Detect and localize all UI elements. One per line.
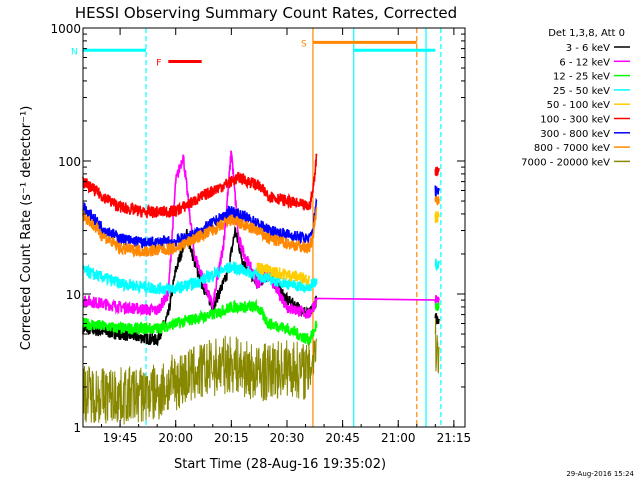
legend-entry-label: 25 - 50 keV — [553, 86, 610, 97]
x-tick-label: 20:30 — [270, 431, 305, 445]
y-tick-label: 1000 — [50, 22, 81, 36]
status-bar-label: F — [156, 58, 161, 68]
status-bar-label: S — [301, 39, 307, 49]
x-axis-label: Start Time (28-Aug-16 19:35:02) — [174, 457, 386, 472]
footer-timestamp: 29-Aug-2016 15:24 — [566, 470, 634, 478]
legend-entry-label: 50 - 100 keV — [547, 100, 611, 111]
x-tick-label: 20:00 — [158, 431, 193, 445]
y-tick-label: 100 — [58, 155, 81, 169]
legend: Det 1,3,8, Att 0 3 - 6 keV 6 - 12 keV 12 - … — [521, 28, 630, 168]
series-line — [82, 258, 440, 297]
y-tick-label: 1 — [73, 421, 81, 435]
y-tick-label: 10 — [66, 288, 81, 302]
legend-entry-label: 3 - 6 keV — [566, 43, 610, 54]
series-line — [82, 318, 440, 425]
status-bar-label: N — [71, 47, 78, 57]
chart-title: HESSI Observing Summary Count Rates, Cor… — [75, 4, 457, 22]
series-line — [82, 150, 440, 319]
series-line — [82, 298, 440, 346]
x-tick-label: 19:45 — [103, 431, 138, 445]
legend-entry-label: 12 - 25 keV — [553, 72, 610, 83]
y-axis-label: Corrected Count Rate (s⁻¹ detector⁻¹) — [19, 106, 34, 351]
x-tick-label: 21:00 — [381, 431, 416, 445]
legend-entry-label: 800 - 7000 keV — [534, 143, 610, 154]
legend-header: Det 1,3,8, Att 0 — [548, 28, 625, 39]
legend-entry-label: 300 - 800 keV — [540, 129, 610, 140]
legend-entry-label: 6 - 12 keV — [559, 57, 610, 68]
x-tick-label: 20:45 — [325, 431, 360, 445]
series-line — [82, 153, 440, 219]
legend-entry-label: 7000 - 20000 keV — [521, 157, 610, 168]
series-line — [82, 185, 440, 252]
x-tick-label: 21:15 — [437, 431, 472, 445]
series-line — [82, 196, 440, 259]
legend-entry-label: 100 - 300 keV — [540, 115, 610, 126]
x-tick-label: 20:15 — [214, 431, 249, 445]
series-line — [256, 211, 440, 286]
plot-frame — [82, 27, 466, 428]
